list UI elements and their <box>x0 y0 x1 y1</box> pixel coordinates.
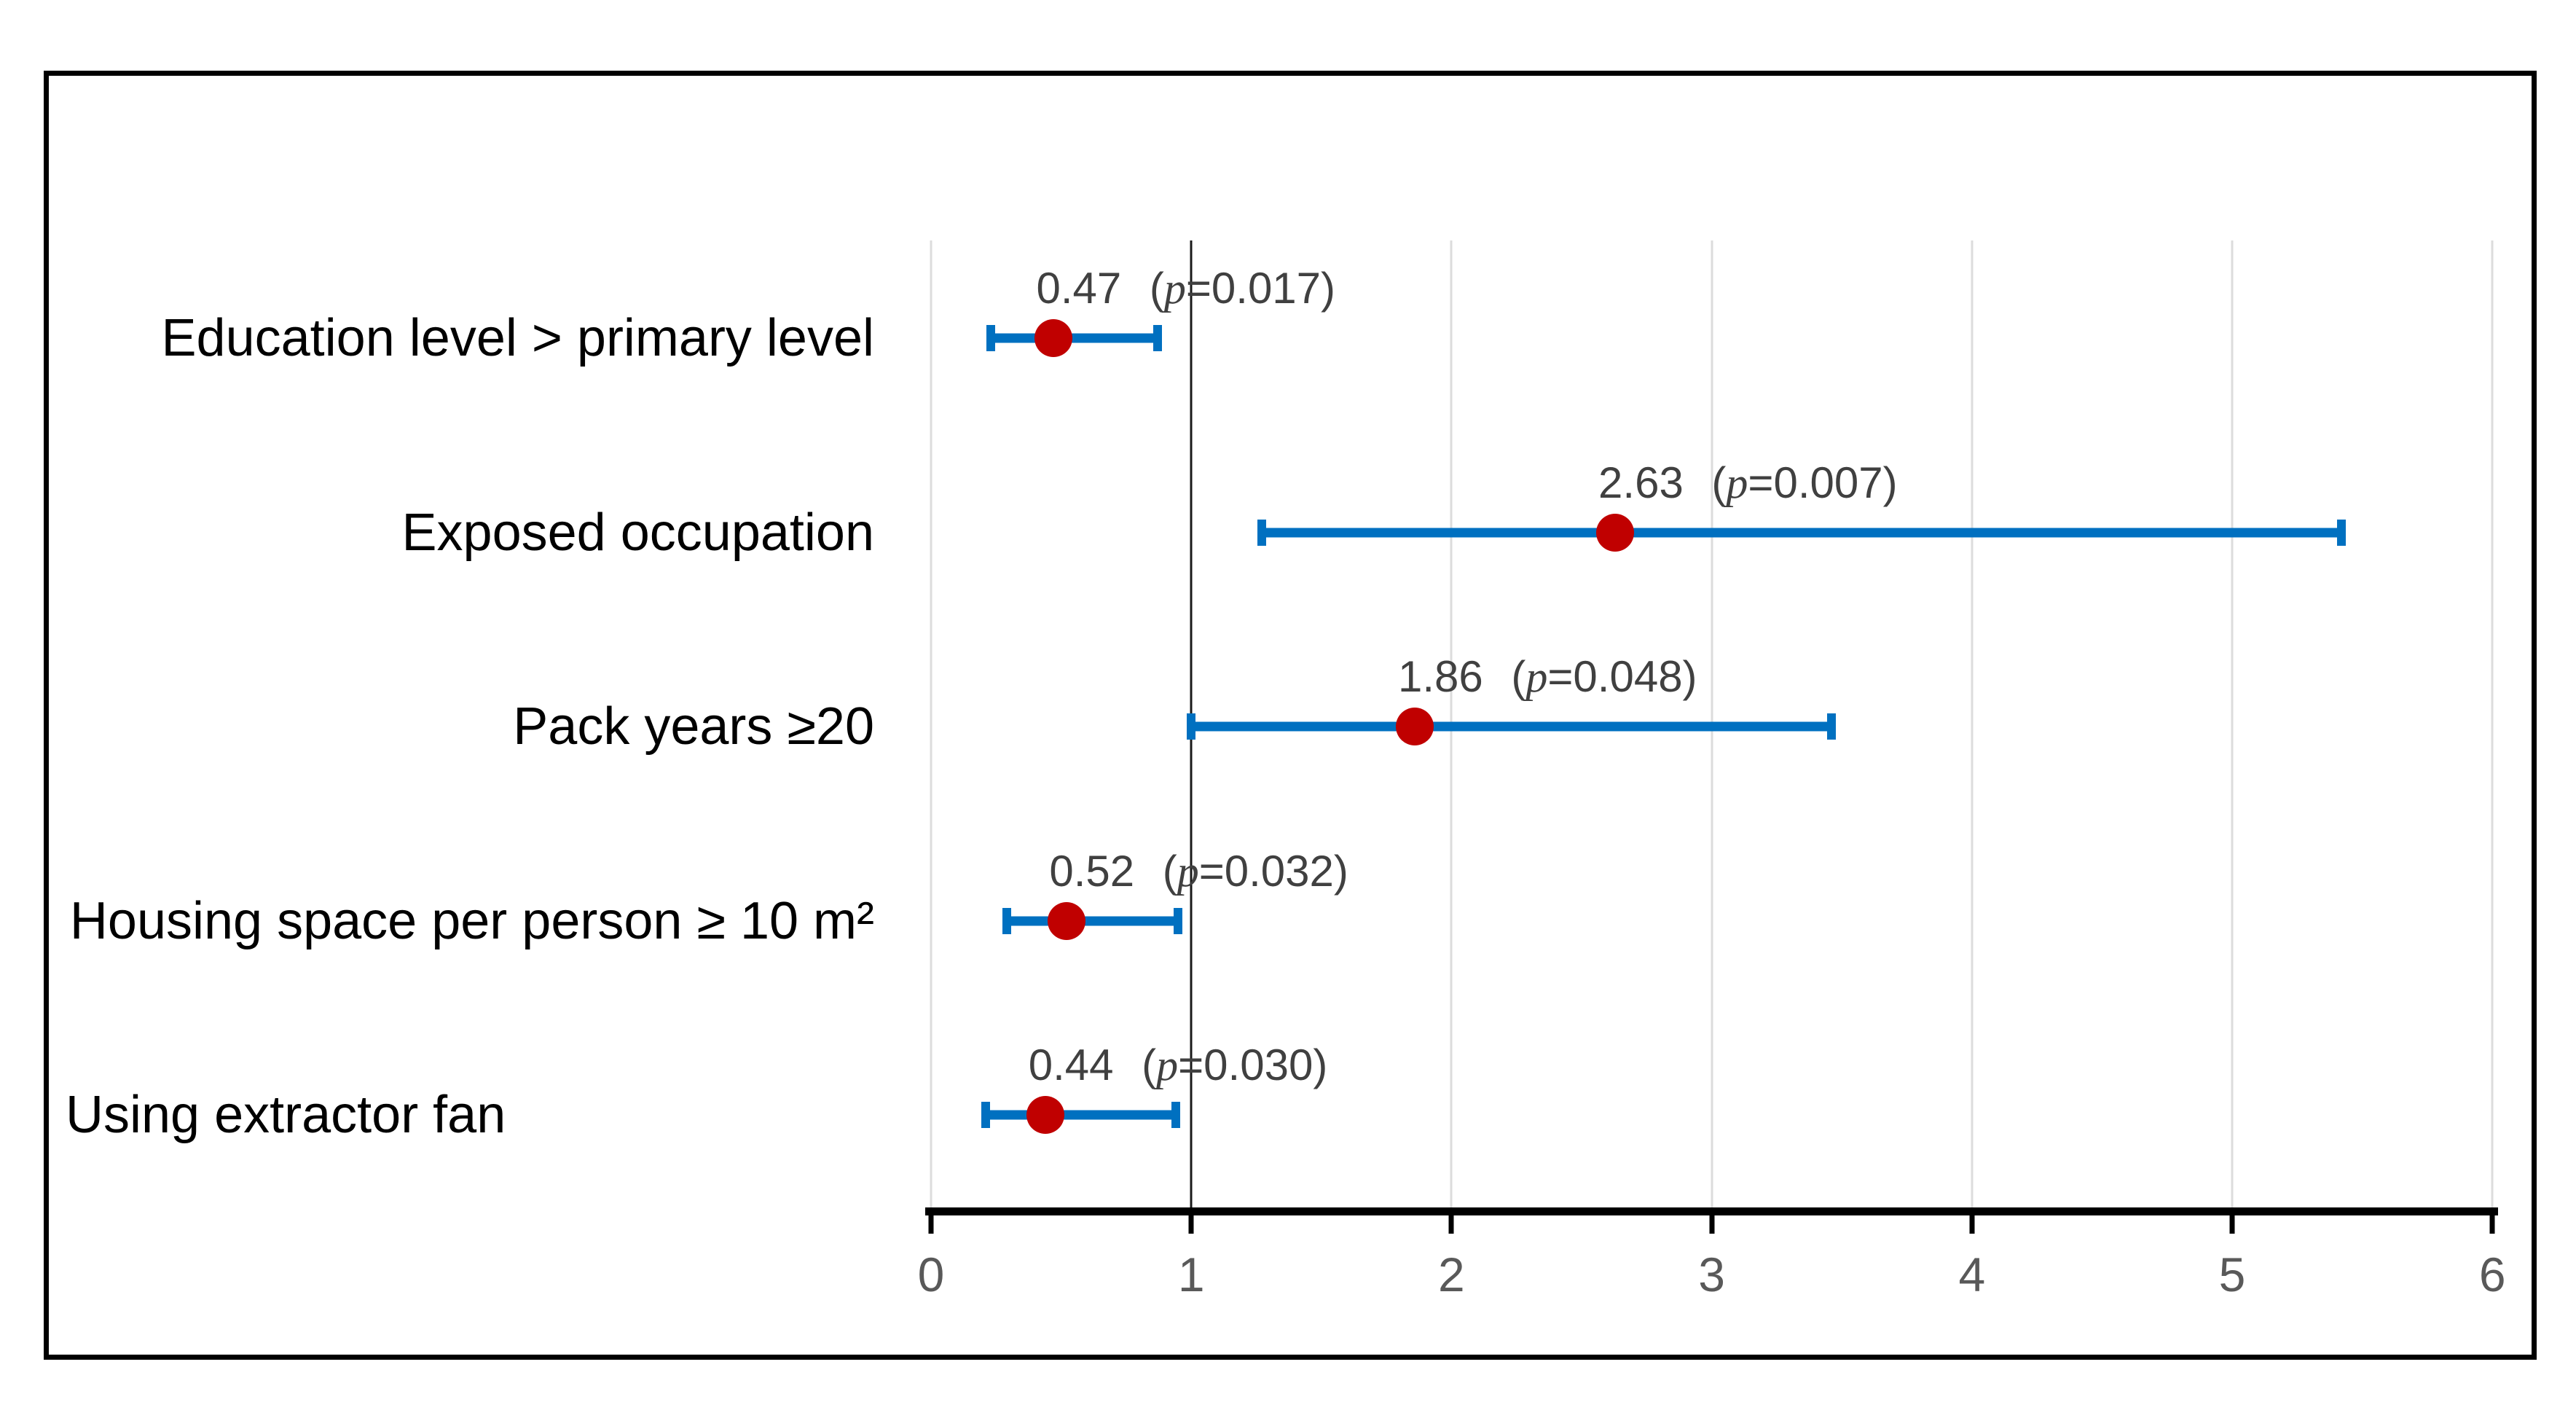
x-axis-tick <box>1709 1212 1715 1234</box>
or-value-label: 0.52 <box>1049 846 1135 896</box>
or-value-label: 2.63 <box>1598 458 1684 507</box>
p-symbol: p <box>1163 265 1186 313</box>
ci-cap-left <box>986 325 996 351</box>
or-marker <box>1047 901 1085 940</box>
x-axis-tick <box>1448 1212 1454 1234</box>
ci-cap-right <box>1152 325 1162 351</box>
x-axis-tick-label: 6 <box>2478 1248 2506 1301</box>
p-value-label: (p=0.048) <box>1511 652 1697 701</box>
or-marker <box>1026 1096 1065 1134</box>
gridline <box>2491 240 2494 1212</box>
gridline <box>2231 240 2234 1212</box>
ci-bar <box>991 333 1158 343</box>
x-axis-line <box>925 1207 2499 1215</box>
ci-bar <box>1006 916 1179 925</box>
x-axis-tick <box>1188 1212 1194 1234</box>
or-value-label: 0.44 <box>1028 1041 1114 1089</box>
ci-cap-left <box>1187 713 1196 740</box>
x-axis-tick <box>928 1212 934 1234</box>
x-axis-tick-label: 2 <box>1438 1248 1465 1301</box>
p-value-label: (p=0.030) <box>1142 1041 1328 1089</box>
x-axis-tick-label: 0 <box>917 1248 945 1301</box>
ci-bar <box>1191 721 1831 732</box>
p-value-label: (p=0.032) <box>1162 846 1348 896</box>
ci-cap-right <box>1174 907 1183 934</box>
p-value-label: (p=0.017) <box>1149 264 1336 313</box>
ci-cap-left <box>981 1102 990 1128</box>
ci-cap-right <box>1826 713 1836 740</box>
ci-cap-right <box>1171 1102 1180 1128</box>
gridline <box>930 240 932 1212</box>
p-symbol: p <box>1177 847 1199 896</box>
p-value-label: (p=0.007) <box>1711 458 1898 507</box>
x-axis-tick <box>2229 1212 2235 1234</box>
x-axis-tick <box>2489 1212 2495 1234</box>
or-value-label: 0.47 <box>1036 264 1122 313</box>
p-symbol: p <box>1156 1041 1179 1089</box>
x-axis-tick-label: 4 <box>1958 1248 1986 1301</box>
gridline <box>1971 240 1974 1212</box>
row-label: Exposed occupation <box>401 503 874 562</box>
or-marker <box>1396 708 1434 745</box>
row-label: Education level > primary level <box>161 309 874 367</box>
ci-cap-right <box>2337 519 2347 546</box>
x-axis-tick-label: 5 <box>2218 1248 2246 1301</box>
ci-bar <box>1261 528 2342 537</box>
p-symbol: p <box>1726 458 1748 507</box>
figure-border <box>44 71 2537 1360</box>
or-marker <box>1034 319 1072 357</box>
ci-bar <box>986 1110 1176 1120</box>
or-value-label: 1.86 <box>1398 652 1483 701</box>
p-symbol: p <box>1525 653 1548 701</box>
ci-cap-left <box>1257 519 1266 546</box>
x-axis-tick-label: 1 <box>1177 1248 1205 1301</box>
x-axis-tick-label: 3 <box>1698 1248 1725 1301</box>
row-label: Pack years ≥20 <box>513 697 874 756</box>
or-marker <box>1596 513 1635 552</box>
row-label: Housing space per person ≥ 10 m² <box>69 891 874 950</box>
row-label: Using extractor fan <box>66 1086 506 1144</box>
ci-cap-left <box>1002 907 1011 934</box>
x-axis-tick <box>1969 1212 1975 1234</box>
